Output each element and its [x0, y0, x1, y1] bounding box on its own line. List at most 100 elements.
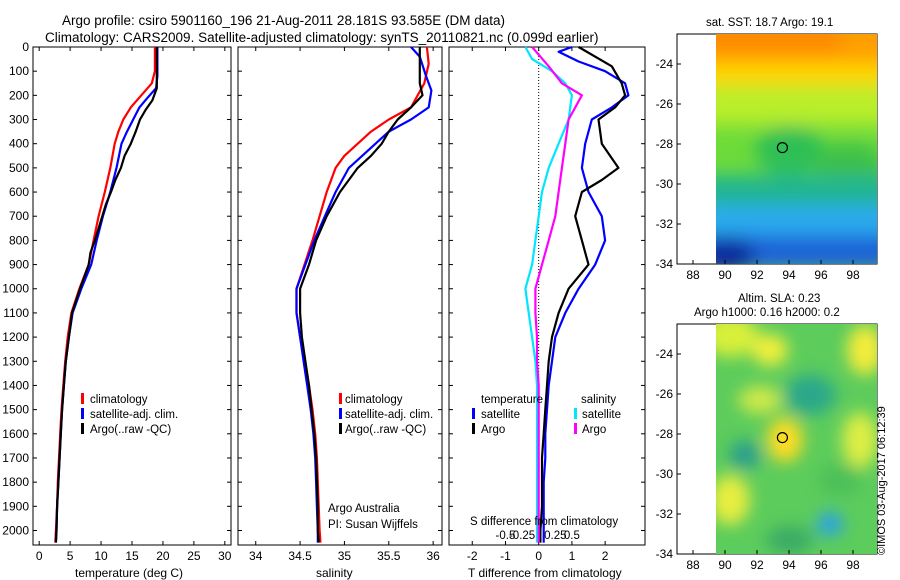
depth-tick-label: 800: [9, 233, 29, 247]
x-tick-label: 10: [94, 549, 108, 563]
legend-swatch-s-argo: [574, 423, 577, 434]
legend-title-salinity: salinity: [581, 394, 616, 406]
x-tick-label: 35.5: [377, 549, 401, 563]
argo-australia-label: Argo Australia: [328, 503, 400, 515]
legend-title-temperature: temperature: [481, 394, 543, 406]
depth-axis-difference: [449, 46, 645, 531]
map-x-tick-label: 98: [846, 268, 860, 282]
sst-cyan-band: [716, 205, 877, 240]
legend-swatch-climatology: [81, 393, 84, 404]
legend-label-s-satellite: satellite: [582, 409, 621, 421]
x-tick-label: 25: [187, 549, 201, 563]
legend-swatch-t-satellite: [472, 408, 475, 419]
map-x-tick-label: 90: [718, 558, 732, 572]
depth-tick-label: 0: [22, 40, 29, 54]
depth-tick-label: 300: [9, 113, 29, 127]
map-y-tick-label: -30: [656, 467, 674, 481]
depth-tick-label: 1000: [2, 282, 29, 296]
depth-tick-label: 1100: [3, 306, 29, 320]
x-tick-label: 34: [249, 549, 263, 563]
sla-blob: [817, 512, 843, 536]
legend-label-satellite: satellite-adj. clim.: [345, 409, 433, 421]
legend-swatch-argo: [339, 423, 342, 434]
temperature-x-axis: 0 5 10 15 20 25 30: [36, 47, 232, 563]
t-difference-label: T difference from climatology: [468, 566, 622, 580]
x-tick-label: 36: [426, 549, 440, 563]
sla-blob: [738, 386, 782, 414]
sla-blob: [716, 475, 750, 525]
argo-position-marker: [776, 142, 789, 154]
map-x-tick-label: 96: [814, 558, 828, 572]
x-tick-label: 35: [338, 549, 352, 563]
sla-blob: [784, 375, 836, 415]
profile-line-t-argo: [539, 46, 627, 543]
sst-lime-band: [716, 85, 877, 125]
map-x-tick-label: 92: [750, 268, 764, 282]
depth-tick-label: 2000: [2, 523, 29, 537]
sst-eddy: [755, 125, 825, 175]
profile-line-argo-raw-qc: [54, 47, 158, 543]
legend-swatch-satellite: [81, 408, 84, 419]
profile-line-s-satellite: [524, 46, 573, 543]
legend-label-t-satellite: satellite: [481, 409, 520, 421]
map-x-tick-label: 98: [846, 558, 860, 572]
profile-line-argo-raw-qc: [299, 47, 424, 543]
map-x-tick-label: 90: [718, 268, 732, 282]
map-y-tick-label: -34: [656, 257, 674, 271]
figure-title-line2: Climatology: CARS2009. Satellite-adjuste…: [45, 30, 599, 45]
depth-tick-label: 900: [9, 258, 29, 272]
sla-map-panel: Altim. SLA: 0.23 Argo h1000: 0.16 h2000:…: [656, 293, 878, 572]
map-y-tick-label: -26: [656, 97, 674, 111]
depth-tick-label: 500: [9, 161, 29, 175]
temperature-panel: 0100200300400500600700800900100011001200…: [2, 40, 232, 580]
sla-blob: [766, 526, 814, 554]
map-x-tick-label: 88: [686, 268, 700, 282]
legend-swatch-climatology: [339, 393, 342, 404]
legend-label-argo: Argo(..raw -QC): [90, 424, 171, 436]
depth-tick-label: 1700: [2, 451, 29, 465]
sst-cold-corner: [716, 237, 755, 264]
temperature-profiles: [54, 47, 159, 543]
sla-blob: [752, 334, 788, 366]
profile-line-s-argo: [531, 46, 583, 543]
depth-axis-salinity: [238, 46, 442, 531]
sla-map-subtitle: Argo h1000: 0.16 h2000: 0.2: [694, 307, 840, 319]
map-y-tick-label: -24: [656, 347, 674, 361]
profile-line-t-satellite: [542, 45, 630, 543]
map-x-tick-label: 94: [782, 268, 796, 282]
sst-map-axes: 88 90 92 94 96 98 -24 -26 -28 -30 -32 -34: [656, 57, 860, 282]
legend-label-argo: Argo(..raw -QC): [345, 424, 426, 436]
map-y-tick-label: -32: [656, 507, 674, 521]
sst-map-title: sat. SST: 18.7 Argo: 19.1: [706, 17, 833, 29]
x-tick-label: 0: [36, 549, 43, 563]
sst-warm-core: [716, 34, 840, 50]
x-tick-label: 5: [67, 549, 74, 563]
temperature-xlabel: temperature (deg C): [75, 566, 183, 580]
depth-tick-label: 1800: [2, 475, 29, 489]
sla-blob: [729, 441, 761, 469]
depth-tick-label: 1600: [2, 427, 29, 441]
difference-plot-area: [448, 46, 646, 546]
difference-x-axis: -2 -1 0 1 2: [467, 47, 609, 563]
salinity-xlabel: salinity: [316, 566, 353, 580]
x-tick-label: 20: [156, 549, 170, 563]
salinity-x-axis: 34 34.5 35 35.5 36: [249, 47, 440, 563]
depth-tick-label: 700: [9, 209, 29, 223]
map-x-tick-label: 94: [782, 558, 796, 572]
map-y-tick-label: -28: [656, 137, 674, 151]
map-y-tick-label: -34: [656, 547, 674, 561]
depth-tick-label: 200: [9, 88, 29, 102]
map-y-tick-label: -30: [656, 177, 674, 191]
map-y-tick-label: -26: [656, 387, 674, 401]
x-tick-label: 34.5: [288, 549, 312, 563]
s-difference-label: S difference from climatology: [470, 516, 618, 528]
top-tick-label: -0.25: [509, 530, 535, 542]
map-x-tick-label: 92: [750, 558, 764, 572]
salinity-panel: 34 34.5 35 35.5 36 salinity climatology sate…: [237, 46, 443, 580]
difference-panel: -2 -1 0 1 2 -0.5-0.25 0 0.250.5 S difference f…: [448, 45, 646, 580]
top-tick-label: 0.25: [544, 530, 566, 542]
legend-swatch-t-argo: [472, 423, 475, 434]
x-tick-label: 15: [125, 549, 139, 563]
legend-swatch-satellite: [339, 408, 342, 419]
sla-blob: [818, 464, 862, 496]
